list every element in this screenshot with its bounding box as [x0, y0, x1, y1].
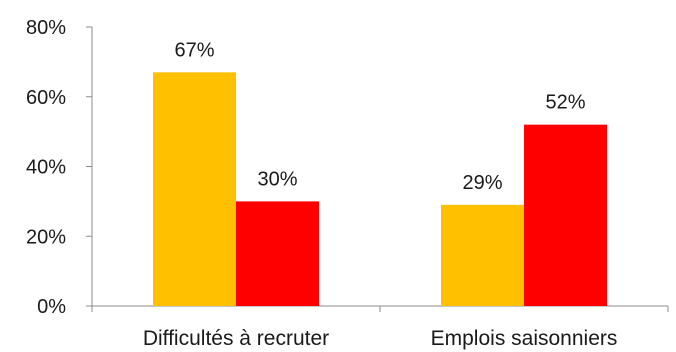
- y-tick-label: 20%: [26, 226, 66, 248]
- y-tick-label: 80%: [26, 17, 66, 39]
- category-label: Emplois saisonniers: [431, 327, 618, 350]
- data-label: 29%: [462, 172, 502, 194]
- y-tick-label: 40%: [26, 157, 66, 179]
- y-tick-label: 60%: [26, 87, 66, 109]
- bar: [153, 72, 236, 307]
- category-label: Difficultés à recruter: [143, 327, 329, 350]
- bar: [236, 201, 319, 306]
- data-label: 30%: [257, 168, 297, 190]
- bar: [441, 204, 524, 306]
- chart-labels: 67% 30% Difficultés à recruter 29% 52% Emploi…: [143, 39, 618, 350]
- chart-bars: [153, 72, 607, 307]
- data-label: 67%: [174, 39, 214, 61]
- bar: [524, 124, 607, 307]
- y-tick-label: 0%: [37, 296, 66, 318]
- data-label: 52%: [545, 92, 585, 114]
